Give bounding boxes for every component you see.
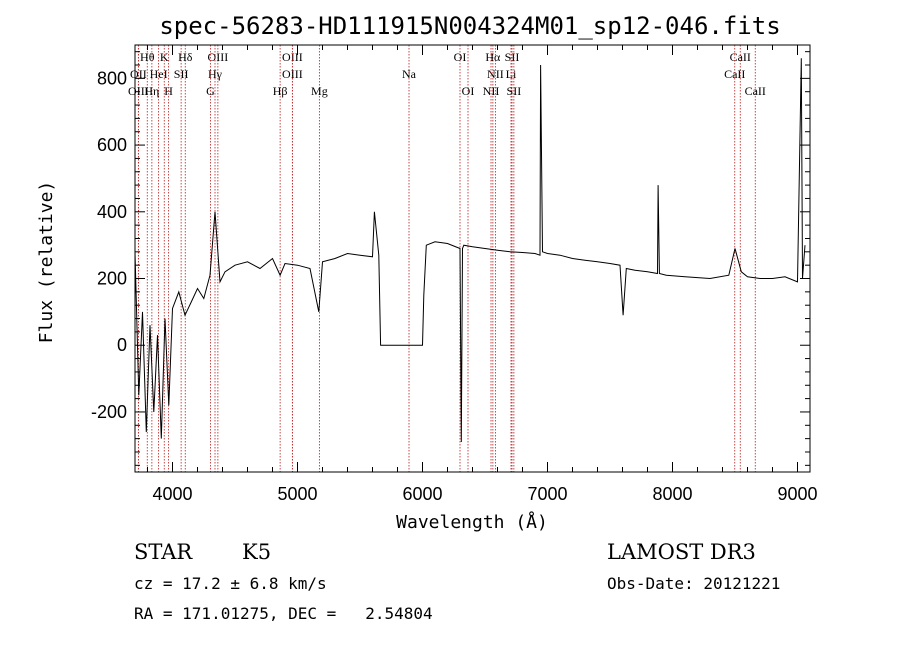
x-tick-label: 9000 [777, 484, 817, 504]
spectral-line-label: CaII [724, 67, 745, 81]
spectral-line-label: Na [402, 67, 417, 81]
spectral-line-label: G [206, 84, 215, 98]
y-tick-label: 200 [97, 269, 127, 289]
x-tick-label: 5000 [277, 484, 317, 504]
coordinates: RA = 171.01275, DEC = 2.54804 [134, 604, 433, 623]
spectral-line-label: K [160, 50, 169, 64]
y-axis-label: Flux (relative) [36, 181, 57, 344]
spectral-line-label: NII [487, 67, 504, 81]
y-tick-label: -200 [91, 402, 127, 422]
spectral-line-label: OIII [208, 50, 229, 64]
y-tick-label: 600 [97, 135, 127, 155]
spectral-line-label: Li [506, 67, 517, 81]
obs-date: Obs-Date: 20121221 [607, 574, 781, 593]
x-axis-label: Wavelength (Å) [396, 511, 548, 533]
spectral-line-label: Hη [144, 84, 159, 98]
spectral-line-label: Hθ [140, 50, 155, 64]
spectral-line-label: OI [462, 84, 475, 98]
spectral-line-label: OIII [128, 84, 149, 98]
x-tick-label: 4000 [152, 484, 192, 504]
spectral-line-label: H [164, 84, 173, 98]
ticks-layer: 4000 5000 6000 7000 8000 9000 -200 0 200 400 600 80… [91, 45, 818, 504]
spectrum-series-line [134, 58, 806, 443]
y-tick-label: 800 [97, 68, 127, 88]
y-tick-label: 400 [97, 202, 127, 222]
spectral-line-label: Hδ [178, 50, 193, 64]
object-subclass: K5 [242, 540, 272, 564]
spectral-line-label: OIII [282, 67, 303, 81]
plot-frame [134, 44, 811, 473]
spectral-line-label: Hγ [208, 67, 223, 81]
spectral-line-label: Mg [311, 84, 328, 98]
spectral-line-label: NII [483, 84, 500, 98]
x-tick-label: 7000 [527, 484, 567, 504]
spectral-line-label: CaII [730, 50, 751, 64]
spectral-line-label: SII [174, 67, 189, 81]
x-tick-label: 6000 [402, 484, 442, 504]
series-layer [134, 58, 806, 443]
spectral-line-label: Hβ [273, 84, 288, 98]
spectral-line-label: OII [130, 67, 147, 81]
spectral-line-label: HeI [150, 67, 168, 81]
y-tick-label: 0 [117, 335, 127, 355]
survey-label: LAMOST DR3 [607, 540, 756, 564]
spectral-line-label: CaII [745, 84, 766, 98]
spectral-line-label: Hα [485, 50, 501, 64]
redshift-text: cz = 17.2 ± 6.8 km/s [134, 574, 327, 593]
spectral-line-label: SII [507, 84, 522, 98]
x-tick-label: 8000 [652, 484, 692, 504]
spectral-line-label: OI [454, 50, 467, 64]
object-class: STAR [134, 540, 193, 564]
spectral-line-label: SII [505, 50, 520, 64]
chart-title: spec-56283-HD111915N004324M01_sp12-046.f… [159, 12, 780, 40]
